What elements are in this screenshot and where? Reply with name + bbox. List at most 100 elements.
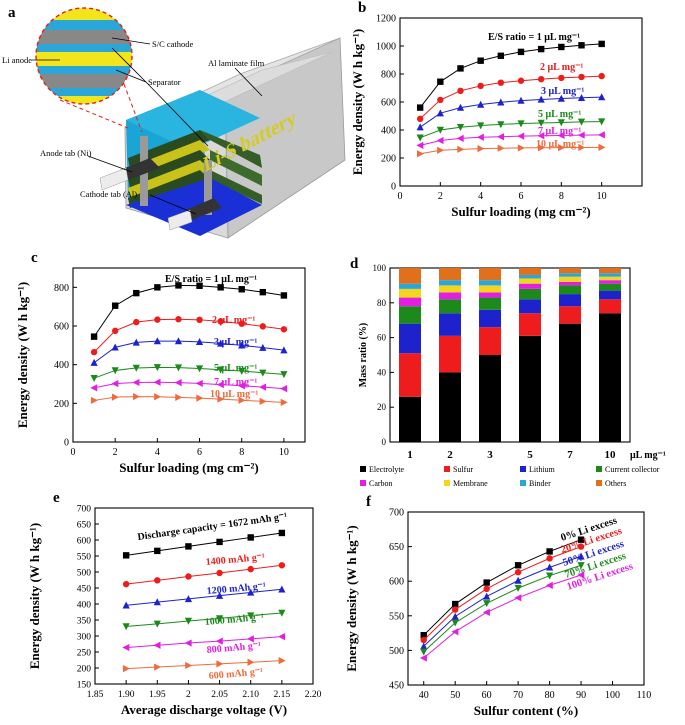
cathode-tab (186, 198, 222, 220)
data-point (598, 118, 606, 126)
y-tick-label: 100 (373, 263, 387, 273)
y-tick-label: 800 (54, 283, 69, 294)
bar-segment-current-collector (439, 299, 461, 314)
series-1 (420, 543, 585, 644)
data-point (280, 398, 288, 406)
x-tick-label: 2.10 (242, 690, 259, 700)
y-tick-label: 600 (389, 577, 404, 588)
series-line (423, 574, 582, 659)
y-axis-label: Energy density (W h kg⁻¹) (27, 523, 42, 669)
data-point (247, 588, 255, 596)
bar-segment-membrane (399, 288, 421, 298)
data-point (217, 366, 225, 374)
data-point (259, 323, 267, 330)
category-label: 7 (567, 449, 573, 461)
data-point (238, 396, 246, 404)
y-tick-label: 700 (389, 508, 404, 519)
data-point (546, 555, 553, 562)
data-point (259, 383, 267, 391)
data-point (477, 100, 485, 108)
data-point (416, 123, 424, 131)
bar-segment-others (399, 268, 421, 284)
bar-segment-sulfur (519, 313, 541, 336)
data-point (476, 133, 484, 141)
data-point (133, 318, 140, 326)
series-line (126, 532, 282, 556)
data-point (420, 636, 427, 644)
data-point (416, 115, 424, 123)
label-separator: Separator (148, 77, 181, 87)
series-label: 7 μL mg⁻¹ (214, 377, 257, 388)
data-point (217, 395, 225, 403)
y-tick-label: 650 (77, 521, 92, 531)
bar-segment-lithium (519, 299, 541, 314)
data-point (557, 94, 565, 102)
data-point (153, 378, 161, 386)
data-point (195, 338, 204, 346)
x-tick-label: 40 (419, 690, 429, 701)
data-point (420, 631, 427, 639)
legend-swatch (444, 466, 450, 472)
data-point (216, 538, 223, 546)
panel-letter-d: d (350, 256, 359, 272)
legend-swatch (444, 480, 450, 486)
label-al-film: Al laminate film (208, 58, 265, 68)
y-tick-label: 60 (377, 333, 387, 343)
series-line (420, 146, 602, 155)
data-point (416, 134, 424, 142)
bar-segment-carbon (399, 297, 421, 307)
x-tick-label: 2 (186, 690, 191, 700)
bar-segment-electrolyte (399, 396, 421, 442)
bar-segment-carbon (559, 281, 581, 286)
data-point (436, 136, 444, 145)
data-point (238, 367, 246, 375)
bar-segment-others (519, 268, 541, 275)
series-line (126, 612, 282, 627)
bar-segment-carbon (519, 283, 541, 289)
series-5 (90, 392, 288, 406)
legend-swatch (520, 466, 526, 472)
bar-segment-membrane (559, 276, 581, 282)
legend-label: Lithium (529, 465, 556, 474)
data-point (497, 52, 505, 59)
x-tick-label: 1.95 (149, 690, 166, 700)
data-point (546, 572, 554, 580)
data-point (537, 45, 545, 53)
legend-swatch (596, 480, 602, 486)
data-point (577, 543, 585, 550)
data-point (90, 358, 98, 366)
data-point (278, 609, 286, 617)
bar-segment-electrolyte (439, 372, 461, 442)
data-point (578, 73, 585, 81)
data-point (90, 396, 98, 405)
data-point (153, 641, 161, 649)
data-point (451, 628, 459, 636)
data-point (122, 665, 130, 673)
plot-frame (72, 267, 306, 443)
bar-segment-current-collector (519, 288, 541, 300)
data-point (437, 96, 444, 104)
data-point (452, 606, 459, 613)
data-point (577, 131, 585, 139)
y-tick-label: 150 (77, 681, 92, 691)
data-point (185, 543, 192, 550)
data-point (111, 327, 119, 335)
x-tick-label: 2 (438, 191, 443, 202)
series-line (93, 284, 284, 337)
y-tick-label: 400 (381, 126, 396, 137)
data-point (457, 87, 464, 95)
series-label: 1000 mAh g⁻¹ (204, 612, 264, 628)
x-tick-label: 1.90 (118, 690, 135, 700)
data-point (598, 72, 605, 80)
data-point (558, 74, 565, 82)
data-point (174, 379, 182, 387)
data-point (154, 393, 162, 401)
y-axis-label: Energy density (W h kg⁻¹) (350, 29, 365, 175)
y-axis-label: Energy density (W h kg⁻¹) (15, 282, 30, 428)
bar-segment-lithium (479, 309, 501, 328)
data-point (238, 286, 245, 293)
series-line (126, 636, 282, 649)
data-point (217, 284, 224, 291)
data-point (174, 364, 183, 372)
series-label: 2 μL mg⁻¹ (540, 62, 583, 73)
